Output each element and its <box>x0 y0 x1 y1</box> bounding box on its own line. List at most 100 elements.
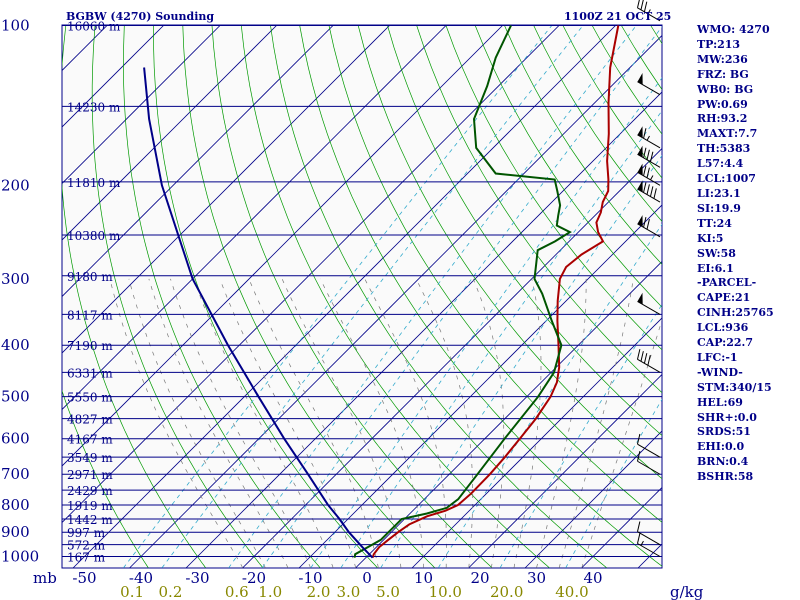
mixing-ratio-line <box>340 110 662 568</box>
dry-adiabat <box>504 25 662 265</box>
mixing-ratio-label: 10.0 <box>429 583 462 600</box>
height-label: 10380 m <box>67 229 121 243</box>
wind-barb <box>637 215 661 238</box>
wind-barb <box>636 349 661 373</box>
pressure-tick-label: 200 <box>1 176 30 194</box>
temperature-tick-label: 10 <box>414 569 433 587</box>
isotherm <box>411 317 662 568</box>
grid-lines <box>62 25 662 568</box>
pressure-tick-label: 100 <box>1 17 30 35</box>
stat-line: TT:24 <box>697 216 732 230</box>
stat-line: MW:236 <box>697 52 748 66</box>
dry-adiabat <box>270 25 607 568</box>
wind-barbs <box>636 0 661 557</box>
moist-adiabat <box>581 318 662 568</box>
height-label: 2429 m <box>67 484 113 498</box>
stat-line: STM:340/15 <box>697 380 772 394</box>
mixing-ratio-line <box>123 25 553 568</box>
moist-adiabat <box>170 278 311 568</box>
height-label: 4167 m <box>67 433 113 447</box>
isotherm <box>62 25 165 128</box>
height-label: 16060 m <box>67 20 121 34</box>
temperature-tick-label: 20 <box>470 569 489 587</box>
dry-adiabat <box>328 25 662 523</box>
moist-adiabat <box>219 278 357 568</box>
series-dewpoint <box>353 25 572 558</box>
height-label: 1919 m <box>67 499 113 513</box>
stat-line: MAXT:7.7 <box>697 127 758 141</box>
dry-adiabat <box>153 25 378 568</box>
isotherm <box>185 91 662 568</box>
mixing-ratio-line <box>499 303 662 568</box>
moist-adiabat <box>536 278 587 568</box>
stat-line: SRDS:51 <box>697 425 751 439</box>
isotherm <box>62 25 561 524</box>
stat-line: SHR+:0.0 <box>697 410 757 424</box>
mixing-ratio-label: 1.0 <box>258 583 282 600</box>
stat-line: CINH:25765 <box>697 306 774 320</box>
dry-adiabat <box>62 389 149 568</box>
wind-barb <box>637 73 661 96</box>
dry-adiabat <box>357 25 662 480</box>
height-label: 14230 m <box>67 100 121 114</box>
dry-adiabat <box>240 25 550 568</box>
time-title: 1100Z 21 OCT 25 <box>564 10 671 23</box>
dry-adiabat <box>387 25 662 436</box>
stat-line: TH:5383 <box>697 142 751 156</box>
plot-background <box>61 24 663 569</box>
mixing-ratio-unit: g/kg <box>670 583 704 600</box>
height-label: 1442 m <box>67 513 113 527</box>
wind-barb <box>636 521 661 546</box>
pressure-tick-label: 800 <box>1 496 30 514</box>
height-label: 9180 m <box>67 270 113 284</box>
stat-line: CAPE:21 <box>697 291 751 305</box>
wind-barb <box>636 533 661 557</box>
wind-barb <box>637 126 661 149</box>
dry-adiabat <box>211 25 493 568</box>
height-label: 11810 m <box>67 176 121 190</box>
temperature-tick-label: 40 <box>583 569 602 587</box>
stats-panel: WMO: 4270 TP:213 MW:236 FRZ: BG WB0: BG PW:0.… <box>697 23 800 485</box>
stat-line: PW:0.69 <box>697 97 748 111</box>
stat-line: FRZ: BG <box>697 67 749 81</box>
moist-adiabat <box>558 278 634 568</box>
mixing-ratio-line <box>565 398 662 568</box>
moist-adiabat <box>128 278 266 568</box>
stat-line: WB0: BG <box>697 82 754 96</box>
dry-adiabat <box>182 25 435 568</box>
stat-line: LCL:936 <box>697 321 749 335</box>
dry-adiabat <box>445 25 662 351</box>
dry-adiabat <box>91 25 264 568</box>
isotherm <box>298 204 662 568</box>
stat-line: RH:93.2 <box>697 112 748 126</box>
mixing-ratio-label: 0.6 <box>225 583 249 600</box>
stat-line: CAP:22.7 <box>697 336 754 350</box>
height-label: 8117 m <box>67 308 113 322</box>
wind-barb <box>637 145 661 168</box>
moist-adiabat <box>319 278 424 568</box>
stat-line: LI:23.1 <box>697 186 741 200</box>
temperature-tick-label: -20 <box>242 569 266 587</box>
moist-adiabat <box>248 278 379 568</box>
stat-line: -PARCEL- <box>697 276 757 290</box>
height-label: 167 m <box>67 551 106 565</box>
stat-line: HEL:69 <box>697 395 743 409</box>
height-label: 6331 m <box>67 366 113 380</box>
wind-barb <box>637 292 661 315</box>
temperature-tick-label: -50 <box>72 569 96 587</box>
stat-line: BRN:0.4 <box>697 455 749 469</box>
wind-barb <box>636 433 661 458</box>
temperature-tick-label: 30 <box>527 569 546 587</box>
plot-frame <box>61 24 663 569</box>
wind-barb <box>636 0 661 22</box>
stat-line: BSHR:58 <box>697 470 754 484</box>
station-title: BGBW (4270) Sounding <box>66 10 214 23</box>
isotherm <box>62 25 391 354</box>
pressure-tick-label: 400 <box>1 336 30 354</box>
pressure-tick-label: 900 <box>1 523 30 541</box>
isotherm <box>62 25 335 298</box>
isotherm <box>72 25 617 568</box>
mixing-ratio-line <box>310 77 662 568</box>
